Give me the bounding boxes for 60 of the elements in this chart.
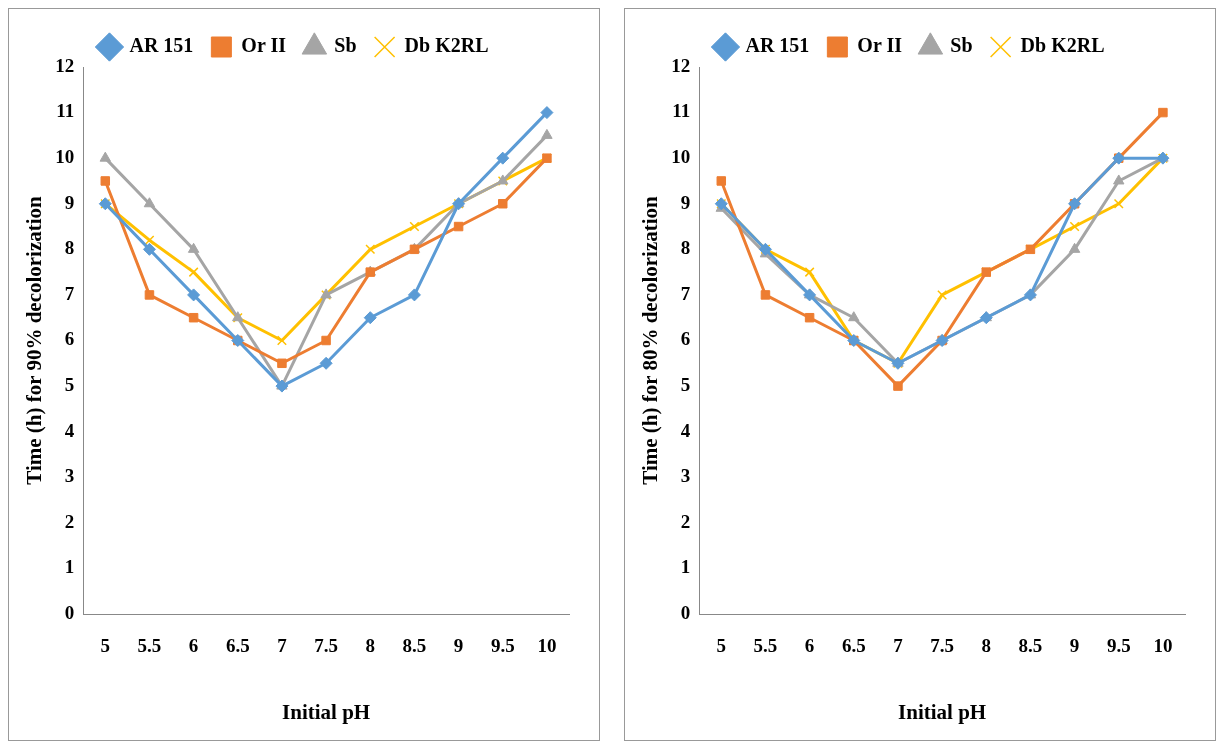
y-axis-title: Time (h) for 80% decolorization	[638, 195, 663, 485]
x-tick-label: 9.5	[1106, 635, 1131, 657]
legend-label: Or II	[857, 34, 903, 57]
x-tick-label: 10	[1153, 635, 1173, 657]
y-tick-label: 6	[64, 328, 75, 350]
x-tick-label: 10	[537, 635, 557, 657]
y-tick-label: 6	[680, 328, 691, 350]
y-tick-label: 11	[672, 100, 691, 122]
x-tick-label: 7.5	[930, 635, 954, 657]
y-tick-label: 0	[680, 601, 691, 623]
x-tick-label: 6	[188, 635, 199, 657]
y-tick-label: 7	[64, 282, 75, 304]
legend-label: Sb	[950, 34, 973, 57]
x-tick-label: 6	[804, 635, 815, 657]
y-tick-label: 5	[64, 373, 75, 395]
x-tick-label: 7	[893, 635, 904, 657]
y-tick-label: 12	[671, 54, 691, 76]
x-tick-label: 7	[277, 635, 288, 657]
y-tick-label: 8	[680, 237, 691, 259]
x-tick-label: 5	[100, 635, 111, 657]
y-tick-label: 9	[680, 191, 691, 213]
y-tick-label: 9	[64, 191, 75, 213]
y-tick-label: 3	[680, 465, 691, 487]
y-tick-label: 11	[56, 100, 75, 122]
x-tick-label: 5	[716, 635, 727, 657]
x-tick-label: 5.5	[753, 635, 778, 657]
x-axis-title: Initial pH	[898, 699, 987, 724]
x-tick-label: 5.5	[137, 635, 162, 657]
y-axis-title: Time (h) for 90% decolorization	[22, 195, 47, 485]
legend-label: Sb	[334, 34, 357, 57]
x-tick-label: 9	[1069, 635, 1080, 657]
x-tick-label: 7.5	[314, 635, 338, 657]
y-tick-label: 3	[64, 465, 75, 487]
legend-label: AR 151	[129, 34, 194, 57]
y-tick-label: 5	[680, 373, 691, 395]
y-tick-label: 10	[671, 146, 691, 168]
x-tick-label: 9	[453, 635, 464, 657]
x-tick-label: 8	[365, 635, 376, 657]
legend-label: Db K2RL	[404, 34, 489, 57]
y-tick-label: 1	[680, 556, 691, 578]
x-tick-label: 8.5	[402, 635, 427, 657]
x-axis-title: Initial pH	[282, 699, 371, 724]
x-tick-label: 9.5	[490, 635, 515, 657]
legend-label: Or II	[241, 34, 287, 57]
y-tick-label: 12	[55, 54, 75, 76]
y-tick-label: 4	[64, 419, 75, 441]
legend-label: Db K2RL	[1020, 34, 1105, 57]
x-tick-label: 6.5	[225, 635, 250, 657]
y-tick-label: 2	[64, 510, 75, 532]
y-tick-label: 7	[680, 282, 691, 304]
legend-label: AR 151	[745, 34, 810, 57]
x-tick-label: 8.5	[1018, 635, 1043, 657]
y-tick-label: 4	[680, 419, 691, 441]
y-tick-label: 0	[64, 601, 75, 623]
x-tick-label: 6.5	[841, 635, 866, 657]
y-tick-label: 10	[55, 146, 75, 168]
x-tick-label: 8	[981, 635, 992, 657]
y-tick-label: 8	[64, 237, 75, 259]
y-tick-label: 2	[680, 510, 691, 532]
y-tick-label: 1	[64, 556, 75, 578]
